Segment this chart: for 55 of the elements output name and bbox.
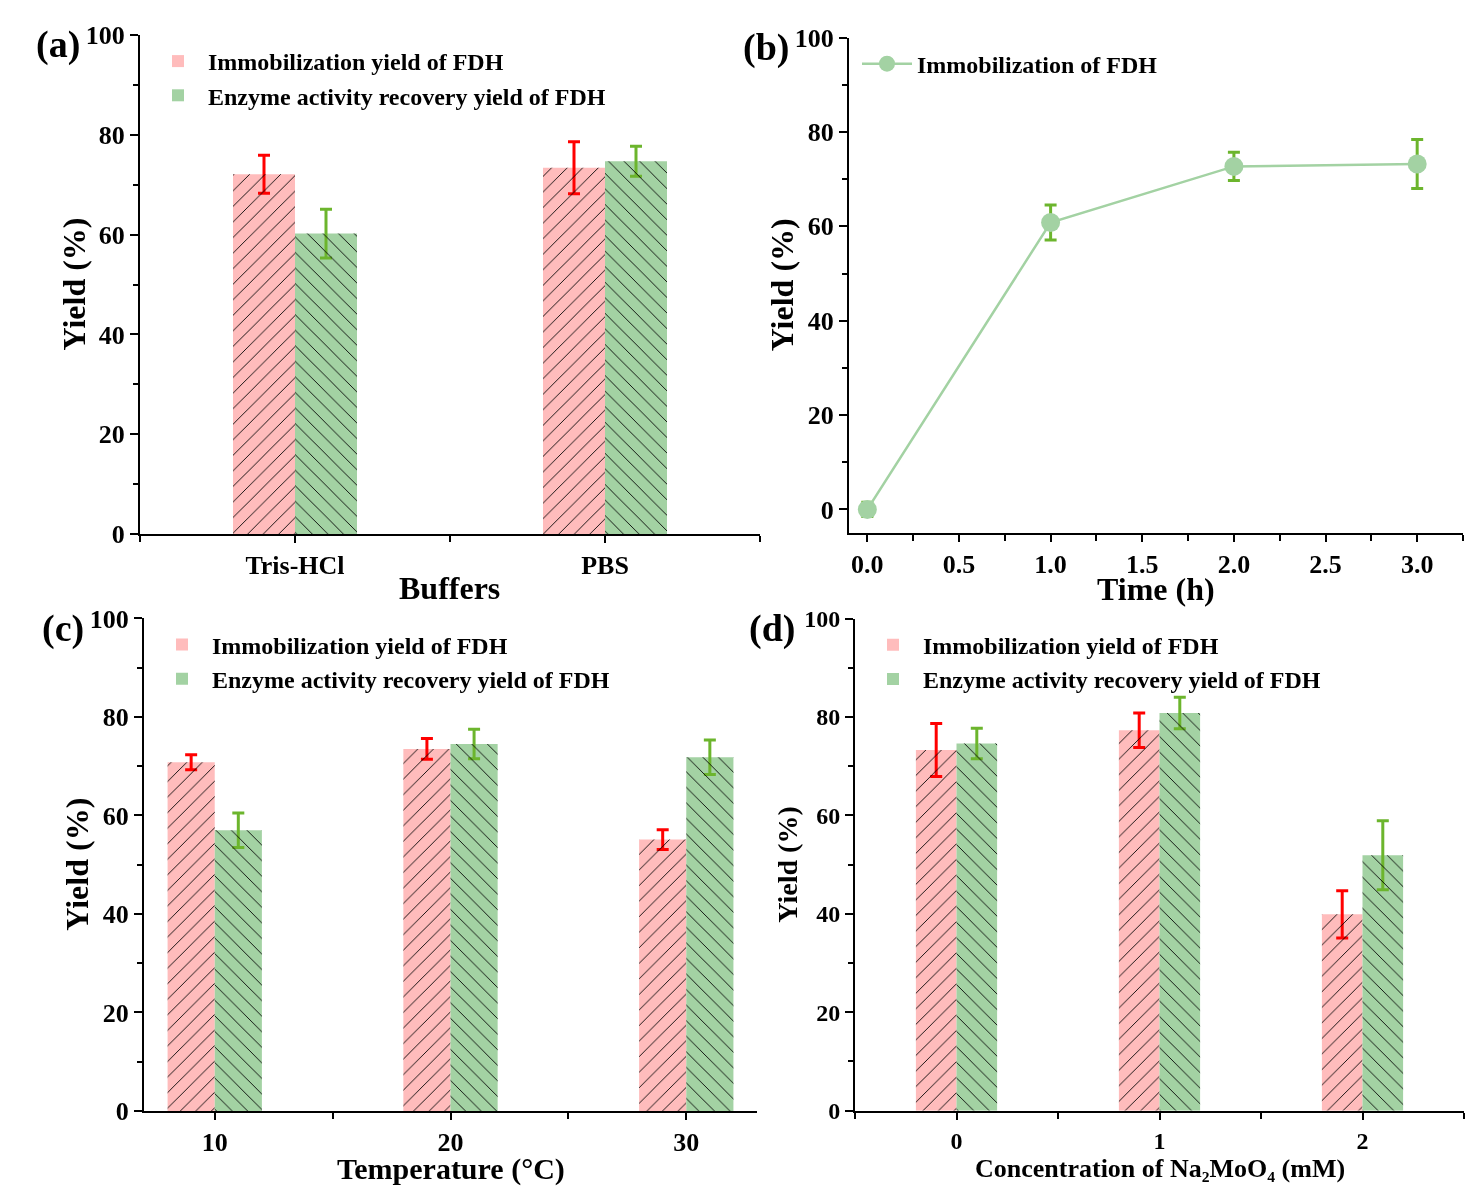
y-tick-label: 20	[98, 420, 125, 450]
y-tick-label: 80	[816, 704, 841, 731]
legend-label: Immobilization yield of FDH	[923, 633, 1219, 660]
y-tick-label: 60	[98, 220, 125, 250]
y-tick-label: 100	[804, 606, 841, 632]
legend-label: Immobilization yield of FDH	[208, 49, 504, 76]
x-tick-label: 30	[673, 1128, 700, 1158]
y-tick-label: 100	[794, 23, 834, 53]
x-tick-label: 0.0	[851, 550, 884, 580]
y-tick-label: 60	[102, 801, 129, 831]
chart-title: (a)	[36, 23, 81, 66]
y-tick-label: 40	[807, 306, 834, 336]
chart-title: (b)	[743, 26, 790, 69]
x-tick-label: 3.0	[1400, 550, 1434, 580]
y-axis-title: Yield (%)	[763, 218, 800, 352]
y-tick-label: 80	[807, 118, 834, 148]
x-tick-label: PBS	[581, 551, 629, 581]
x-tick-label: 0.5	[942, 550, 976, 580]
y-tick-label: 100	[89, 604, 129, 634]
x-tick-label: Tris-HCl	[245, 551, 345, 581]
x-tick-label: 1.0	[1034, 550, 1067, 580]
x-axis-title: Concentration of Na₂MoO₄ (mM)	[975, 1154, 1346, 1183]
x-tick-label: 10	[201, 1128, 228, 1158]
x-tick-label: 2.0	[1217, 550, 1251, 580]
y-axis-title: Yield (%)	[772, 806, 804, 923]
legend-label: Enzyme activity recovery yield of FDH	[923, 667, 1321, 694]
legend-label: Immobilization yield of FDH	[212, 632, 508, 659]
x-tick-label: 2.5	[1309, 550, 1342, 580]
y-tick-label: 60	[816, 802, 841, 829]
y-tick-label: 20	[102, 998, 129, 1028]
y-tick-label: 0	[820, 495, 834, 525]
x-tick-label: 1	[1153, 1127, 1166, 1154]
legend-label: Immobilization of FDH	[917, 52, 1158, 79]
y-tick-label: 80	[98, 120, 125, 150]
y-tick-label: 0	[111, 520, 125, 550]
chart-title: (d)	[749, 607, 796, 650]
y-tick-label: 20	[807, 401, 834, 431]
chart-title: (c)	[42, 607, 85, 650]
y-axis-title: Yield (%)	[59, 797, 96, 931]
y-tick-label: 60	[807, 212, 834, 242]
y-tick-label: 40	[102, 900, 129, 930]
x-axis-title: Buffers	[399, 570, 501, 606]
y-tick-label: 40	[816, 901, 841, 928]
y-tick-label: 100	[85, 21, 125, 51]
legend-label: Enzyme activity recovery yield of FDH	[208, 83, 606, 110]
y-tick-label: 20	[816, 999, 841, 1026]
x-tick-label: 0	[950, 1127, 963, 1154]
y-tick-label: 40	[98, 320, 125, 350]
x-tick-label: 1.5	[1126, 550, 1159, 580]
y-tick-label: 0	[115, 1097, 129, 1127]
x-tick-label: 2	[1356, 1127, 1369, 1154]
y-tick-label: 80	[102, 703, 129, 733]
y-tick-label: 0	[828, 1098, 841, 1125]
legend-label: Enzyme activity recovery yield of FDH	[212, 667, 610, 694]
y-axis-title: Yield (%)	[55, 217, 92, 351]
